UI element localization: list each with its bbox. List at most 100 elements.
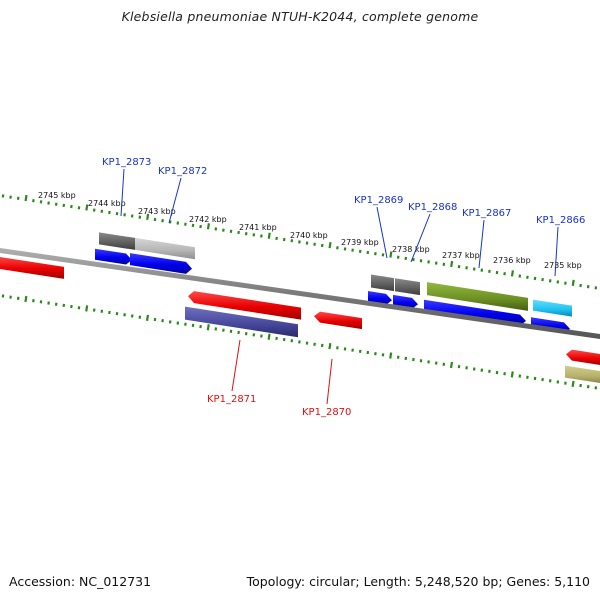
scale-label: 2744 kbp bbox=[88, 199, 126, 208]
scale-label: 2737 kbp bbox=[442, 251, 480, 260]
scale-tick bbox=[108, 310, 111, 315]
scale-tick bbox=[92, 308, 96, 312]
scale-tick bbox=[548, 279, 552, 283]
scale-tick bbox=[32, 299, 35, 303]
scale-tick bbox=[282, 237, 286, 242]
scale-label: 2741 kbp bbox=[239, 223, 277, 232]
reverse-cds bbox=[566, 349, 600, 365]
scale-tick bbox=[313, 242, 316, 246]
scale-tick bbox=[138, 315, 142, 319]
scale-tick bbox=[222, 228, 225, 232]
scale-tick bbox=[358, 349, 362, 353]
scale-tick bbox=[290, 239, 294, 243]
reverse-cds-KP1_2870 bbox=[314, 311, 362, 330]
gene-labels: KP1_2873 KP1_2872 KP1_2869 KP1_2868 KP1_2867… bbox=[102, 157, 585, 418]
scale-tick bbox=[100, 209, 104, 213]
scale-tick bbox=[541, 277, 544, 282]
scale-tick bbox=[541, 377, 544, 382]
scale-tick bbox=[146, 213, 150, 221]
scale-tick bbox=[328, 242, 332, 249]
feature-gray-block bbox=[395, 278, 420, 296]
genome-summary-text: Topology: circular; Length: 5,248,520 bp… bbox=[246, 574, 590, 589]
scale-tick bbox=[191, 323, 195, 328]
scale-tick bbox=[442, 262, 446, 266]
gene-leader-line bbox=[120, 168, 125, 217]
gene-label-KP1_2868: KP1_2868 bbox=[408, 202, 457, 213]
scale-tick bbox=[1, 194, 5, 198]
scale-tick bbox=[191, 223, 195, 228]
scale-tick bbox=[1, 294, 5, 298]
scale-tick bbox=[260, 334, 263, 338]
gene-label-KP1_2866: KP1_2866 bbox=[536, 215, 585, 226]
feature-purple-block bbox=[185, 306, 298, 338]
scale-tick bbox=[229, 329, 233, 333]
scale-tick bbox=[130, 214, 134, 218]
scale-tick bbox=[252, 333, 256, 337]
scale-tick bbox=[351, 248, 354, 252]
gene-label-KP1_2870: KP1_2870 bbox=[302, 407, 351, 418]
scale-tick bbox=[586, 385, 590, 389]
scale-tick bbox=[381, 353, 385, 357]
scale-tick bbox=[123, 313, 126, 317]
gene-leader-line bbox=[554, 226, 559, 277]
scale-tick bbox=[313, 342, 316, 346]
scale-tick bbox=[244, 332, 248, 336]
scale-tick bbox=[77, 206, 81, 210]
scale-tick bbox=[260, 234, 263, 238]
reverse-scale-ticks bbox=[1, 294, 598, 390]
scale-tick bbox=[298, 240, 301, 244]
scale-tick bbox=[320, 343, 324, 348]
scale-tick bbox=[488, 369, 491, 374]
scale-label: 2743 kbp bbox=[138, 207, 176, 216]
scale-tick bbox=[510, 270, 514, 277]
scale-tick bbox=[214, 327, 218, 331]
scale-tick bbox=[396, 255, 400, 259]
scale-tick bbox=[564, 281, 567, 285]
scale-tick bbox=[9, 195, 12, 199]
gene-label-KP1_2871: KP1_2871 bbox=[207, 394, 256, 405]
scale-tick bbox=[488, 269, 491, 274]
scale-tick bbox=[374, 252, 377, 256]
scale-tick bbox=[39, 300, 43, 304]
feature-khaki-block bbox=[565, 365, 600, 383]
scale-tick bbox=[533, 276, 537, 281]
scale-tick bbox=[412, 357, 415, 362]
scale-tick bbox=[222, 328, 225, 332]
gene-label-KP1_2867: KP1_2867 bbox=[462, 208, 511, 219]
scale-tick bbox=[495, 370, 499, 375]
scale-tick bbox=[571, 279, 575, 286]
scale-tick bbox=[206, 223, 210, 230]
scale-tick bbox=[366, 350, 370, 355]
scale-tick bbox=[70, 204, 73, 209]
scale-tick bbox=[343, 347, 347, 351]
scale-tick bbox=[145, 314, 150, 321]
scale-tick bbox=[526, 275, 529, 279]
scale-tick bbox=[503, 272, 506, 276]
scale-tick bbox=[480, 268, 484, 272]
scale-tick bbox=[419, 359, 423, 363]
scale-tick bbox=[419, 259, 423, 263]
scale-tick bbox=[237, 330, 240, 335]
scale-tick bbox=[533, 376, 537, 381]
forward-cds-KP1_2867 bbox=[424, 299, 526, 326]
scale-tick bbox=[374, 352, 377, 356]
scale-tick bbox=[298, 340, 301, 344]
scale-tick bbox=[449, 361, 454, 369]
scale-tick bbox=[62, 203, 66, 208]
feature-cyan-block bbox=[533, 299, 572, 317]
genome-title: Klebsiella pneumoniae NTUH-K2044, comple… bbox=[121, 9, 479, 24]
accession-text: Accession: NC_012731 bbox=[9, 574, 152, 589]
forward-cds-KP1_2873 bbox=[95, 248, 132, 265]
scale-label: 2736 kbp bbox=[493, 256, 531, 265]
scale-tick bbox=[184, 222, 187, 226]
scale-tick bbox=[450, 260, 454, 268]
scale-label: 2740 kbp bbox=[290, 231, 328, 240]
scale-tick bbox=[434, 261, 438, 265]
scale-tick bbox=[503, 372, 506, 376]
forward-cds-KP1_2872 bbox=[130, 253, 192, 274]
feature-gray-block bbox=[99, 232, 135, 250]
scale-tick bbox=[176, 321, 180, 325]
gene-leader-line bbox=[231, 339, 241, 392]
scale-tick bbox=[199, 224, 202, 229]
scale-tick bbox=[77, 306, 81, 310]
